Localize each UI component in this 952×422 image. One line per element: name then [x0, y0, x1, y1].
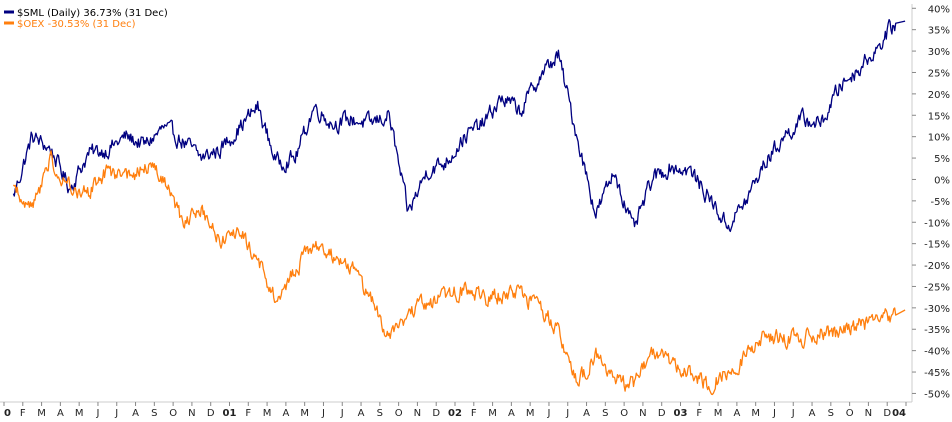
x-tick-label: A	[508, 408, 515, 419]
legend-entry: $OEX -30.53% (31 Dec)	[17, 19, 136, 30]
y-tick-label: -20%	[924, 261, 950, 272]
x-tick-label: J	[340, 408, 344, 419]
x-tick-label: M	[488, 408, 497, 419]
series-line-sml-daily	[12, 18, 906, 233]
x-tick-label: D	[883, 408, 891, 419]
x-tick-label: D	[207, 408, 215, 419]
x-tick-label: A	[358, 408, 365, 419]
x-axis: 0 F M A M J J A S O N D 01 F M A M J J A S O N D 02 F M A M J J A S O N D 03…	[3, 402, 907, 419]
series-group	[12, 18, 906, 396]
x-tick-label: A	[132, 408, 139, 419]
x-tick-label: F	[245, 408, 251, 419]
y-tick-label: -45%	[924, 368, 950, 379]
y-tick-label: 5%	[934, 154, 950, 165]
x-tick-label: J	[791, 408, 795, 419]
x-tick-label: N	[639, 408, 646, 419]
y-tick-label: -40%	[924, 347, 950, 358]
x-tick-label: 02	[448, 408, 462, 419]
x-tick-label: M	[75, 408, 84, 419]
x-tick-label: N	[188, 408, 195, 419]
x-tick-label: M	[751, 408, 760, 419]
y-tick-label: -30%	[924, 304, 950, 315]
x-tick-label: M	[300, 408, 309, 419]
x-tick-label: M	[526, 408, 535, 419]
y-tick-label: -50%	[924, 389, 950, 400]
x-tick-label: A	[809, 408, 816, 419]
series-line-oex	[12, 150, 906, 396]
x-tick-label: J	[95, 408, 99, 419]
x-tick-label: A	[57, 408, 64, 419]
x-tick-label: J	[114, 408, 118, 419]
y-tick-label: 0%	[934, 175, 950, 186]
x-tick-label: S	[377, 408, 383, 419]
x-tick-label: F	[471, 408, 477, 419]
x-tick-label: J	[321, 408, 325, 419]
x-tick-label: D	[658, 408, 666, 419]
x-tick-label: J	[772, 408, 776, 419]
x-tick-label: N	[414, 408, 421, 419]
x-tick-label: M	[263, 408, 272, 419]
y-tick-label: -15%	[924, 240, 950, 251]
y-tick-label: -35%	[924, 325, 950, 336]
x-tick-label: A	[733, 408, 740, 419]
y-tick-label: 40%	[928, 4, 950, 15]
y-tick-label: 10%	[928, 133, 950, 144]
x-tick-label: A	[282, 408, 289, 419]
x-tick-label: F	[20, 408, 26, 419]
x-tick-label: O	[169, 408, 177, 419]
x-tick-label: A	[583, 408, 590, 419]
x-tick-label: O	[395, 408, 403, 419]
y-tick-label: -5%	[931, 197, 950, 208]
x-tick-label: S	[602, 408, 608, 419]
x-tick-label: J	[546, 408, 550, 419]
x-tick-label: D	[432, 408, 440, 419]
x-tick-label: 0	[4, 408, 11, 419]
x-tick-label: 03	[674, 408, 688, 419]
legend-entry: $SML (Daily) 36.73% (31 Dec)	[17, 8, 168, 19]
x-tick-label: F	[696, 408, 702, 419]
x-tick-label: J	[565, 408, 569, 419]
x-tick-label: O	[846, 408, 854, 419]
y-tick-label: -25%	[924, 282, 950, 293]
x-tick-label: S	[828, 408, 834, 419]
y-axis: 40% 35% 30% 25% 20% 15% 10% 5% 0% -5% -10% -15% -20%…	[912, 4, 950, 400]
x-tick-label: 01	[223, 408, 237, 419]
x-tick-label: 04	[892, 408, 906, 419]
x-tick-label: N	[865, 408, 872, 419]
y-tick-label: -10%	[924, 218, 950, 229]
y-tick-label: 15%	[928, 111, 950, 122]
legend: $SML (Daily) 36.73% (31 Dec)$OEX -30.53%…	[4, 8, 168, 30]
y-tick-label: 35%	[928, 26, 950, 37]
y-tick-label: 30%	[928, 47, 950, 58]
x-tick-label: O	[620, 408, 628, 419]
x-tick-label: S	[151, 408, 157, 419]
x-tick-label: M	[37, 408, 46, 419]
y-tick-label: 25%	[928, 68, 950, 79]
x-tick-label: M	[714, 408, 723, 419]
y-tick-label: 20%	[928, 90, 950, 101]
